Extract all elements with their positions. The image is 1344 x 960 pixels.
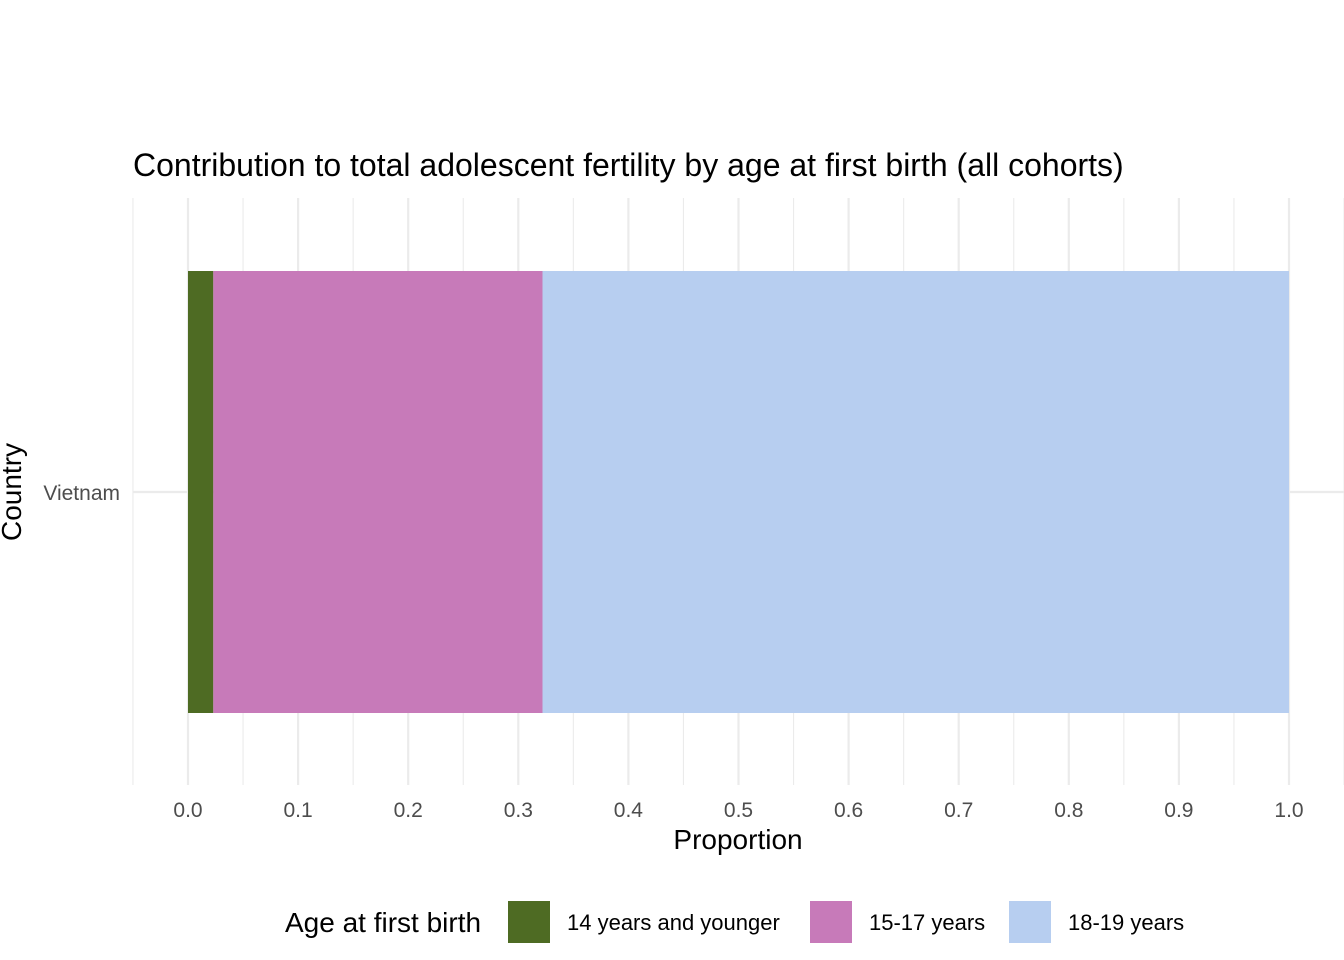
legend-key-1 xyxy=(508,901,550,943)
x-tick-label: 0.9 xyxy=(1164,799,1193,822)
bar-segment-2 xyxy=(213,271,543,713)
x-tick-label: 0.3 xyxy=(504,799,533,822)
x-tick-label: 1.0 xyxy=(1274,799,1303,822)
legend-label-2: 15-17 years xyxy=(869,910,985,935)
legend-title: Age at first birth xyxy=(285,907,481,938)
x-tick-label: 0.1 xyxy=(283,799,312,822)
legend-label-3: 18-19 years xyxy=(1068,910,1184,935)
x-tick-label: 0.5 xyxy=(724,799,753,822)
bar-segment-3 xyxy=(542,271,1289,713)
x-tick-label: 0.7 xyxy=(944,799,973,822)
legend: 14 years and younger 15-17 years 18-19 yea… xyxy=(508,901,1184,943)
bar-segment-1 xyxy=(188,271,214,713)
x-axis-title: Proportion xyxy=(673,824,802,855)
x-tick-label: 0.0 xyxy=(173,799,202,822)
legend-key-2 xyxy=(810,901,852,943)
x-tick-label: 0.8 xyxy=(1054,799,1083,822)
x-tick-label: 0.4 xyxy=(614,799,644,822)
x-tick-label: 0.6 xyxy=(834,799,863,822)
legend-key-3 xyxy=(1009,901,1051,943)
x-axis-ticks: 0.0 0.1 0.2 0.3 0.4 0.5 0.6 0.7 0.8 0.9 1.0 xyxy=(173,799,1303,822)
x-tick-label: 0.2 xyxy=(394,799,423,822)
bars xyxy=(188,271,1289,713)
y-category-label: Vietnam xyxy=(43,482,120,505)
chart-title: Contribution to total adolescent fertili… xyxy=(133,147,1124,183)
legend-label-1: 14 years and younger xyxy=(567,910,780,935)
y-axis-title: Country xyxy=(0,443,27,541)
